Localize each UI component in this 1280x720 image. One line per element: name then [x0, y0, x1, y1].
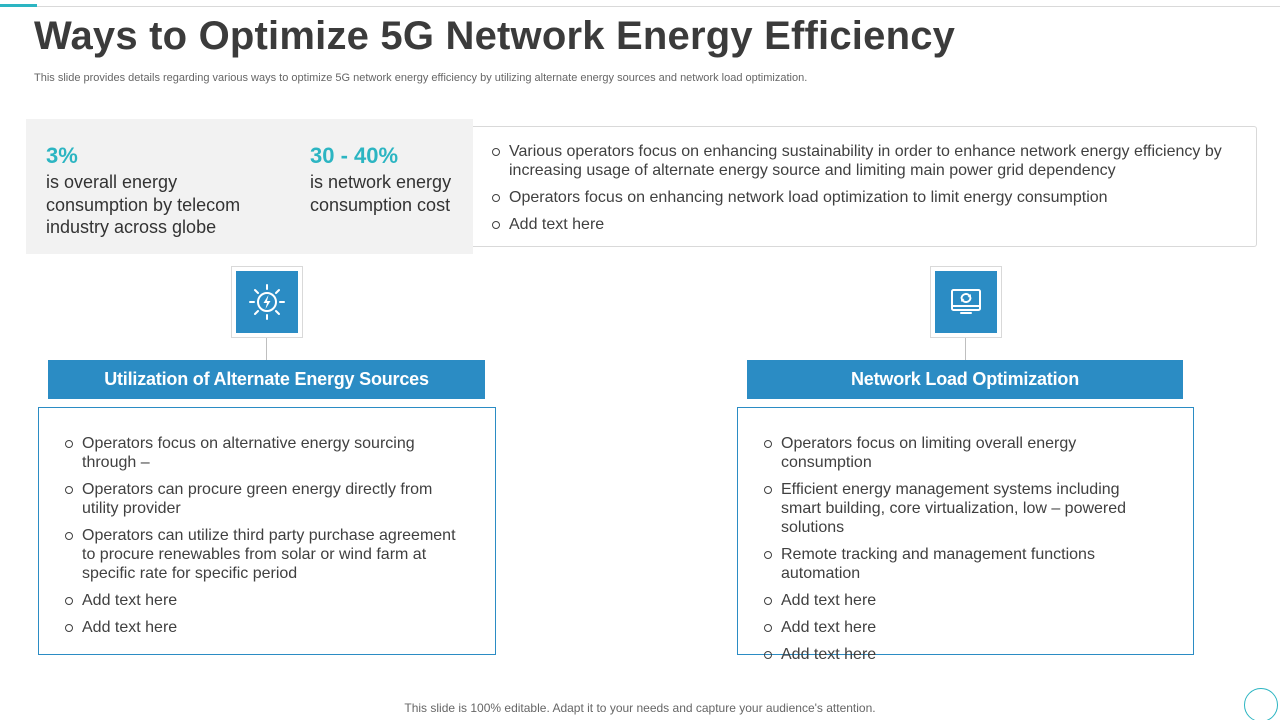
- top-divider: [0, 6, 1280, 7]
- energy-icon-frame: [231, 266, 303, 338]
- list-item: Operators focus on limiting overall ener…: [762, 434, 1162, 472]
- list-item: Operators focus on enhancing network loa…: [490, 188, 1240, 207]
- stat-energy-share: 3% is overall energy consumption by tele…: [46, 143, 276, 239]
- stat-value: 3%: [46, 143, 78, 168]
- network-load-panel: Operators focus on limiting overall ener…: [737, 407, 1194, 663]
- corner-decoration: [1244, 688, 1278, 720]
- connector-line: [266, 338, 267, 362]
- list-item: Operators can procure green energy direc…: [63, 480, 463, 518]
- alternate-energy-list: Operators focus on alternative energy so…: [63, 434, 463, 645]
- network-icon-frame: [930, 266, 1002, 338]
- slide-title: Ways to Optimize 5G Network Energy Effic…: [34, 14, 956, 58]
- list-item: Various operators focus on enhancing sus…: [490, 142, 1240, 180]
- list-item: Operators can utilize third party purcha…: [63, 526, 463, 583]
- alternate-energy-panel: Operators focus on alternative energy so…: [38, 407, 496, 655]
- overview-list: Various operators focus on enhancing sus…: [490, 142, 1240, 242]
- stat-value: 30 - 40%: [310, 143, 399, 168]
- monitor-refresh-icon: [935, 271, 997, 333]
- slide-subtitle: This slide provides details regarding va…: [34, 72, 808, 84]
- section-heading-network-load: Network Load Optimization: [747, 360, 1183, 399]
- stat-energy-cost: 30 - 40% is network energy consumption c…: [310, 143, 470, 216]
- top-accent-bar: [0, 4, 37, 7]
- footer-note: This slide is 100% editable. Adapt it to…: [404, 701, 876, 715]
- energy-sun-bolt-icon: [236, 271, 298, 333]
- list-item: Operators focus on alternative energy so…: [63, 434, 463, 472]
- list-item: Remote tracking and management functions…: [762, 545, 1162, 583]
- overview-panel: Various operators focus on enhancing sus…: [473, 126, 1257, 247]
- list-item: Efficient energy management systems incl…: [762, 480, 1162, 537]
- list-item: Add text here: [63, 591, 463, 610]
- connector-line: [965, 338, 966, 362]
- list-item: Add text here: [762, 618, 1162, 637]
- list-item: Add text here: [762, 645, 1162, 664]
- stats-panel: 3% is overall energy consumption by tele…: [26, 119, 473, 254]
- section-heading-alternate-energy: Utilization of Alternate Energy Sources: [48, 360, 485, 399]
- stat-description: is network energy consumption cost: [310, 172, 452, 215]
- list-item: Add text here: [63, 618, 463, 637]
- list-item: Add text here: [762, 591, 1162, 610]
- list-item: Add text here: [490, 215, 1240, 234]
- network-load-list: Operators focus on limiting overall ener…: [762, 434, 1162, 672]
- stat-description: is overall energy consumption by telecom…: [46, 172, 241, 237]
